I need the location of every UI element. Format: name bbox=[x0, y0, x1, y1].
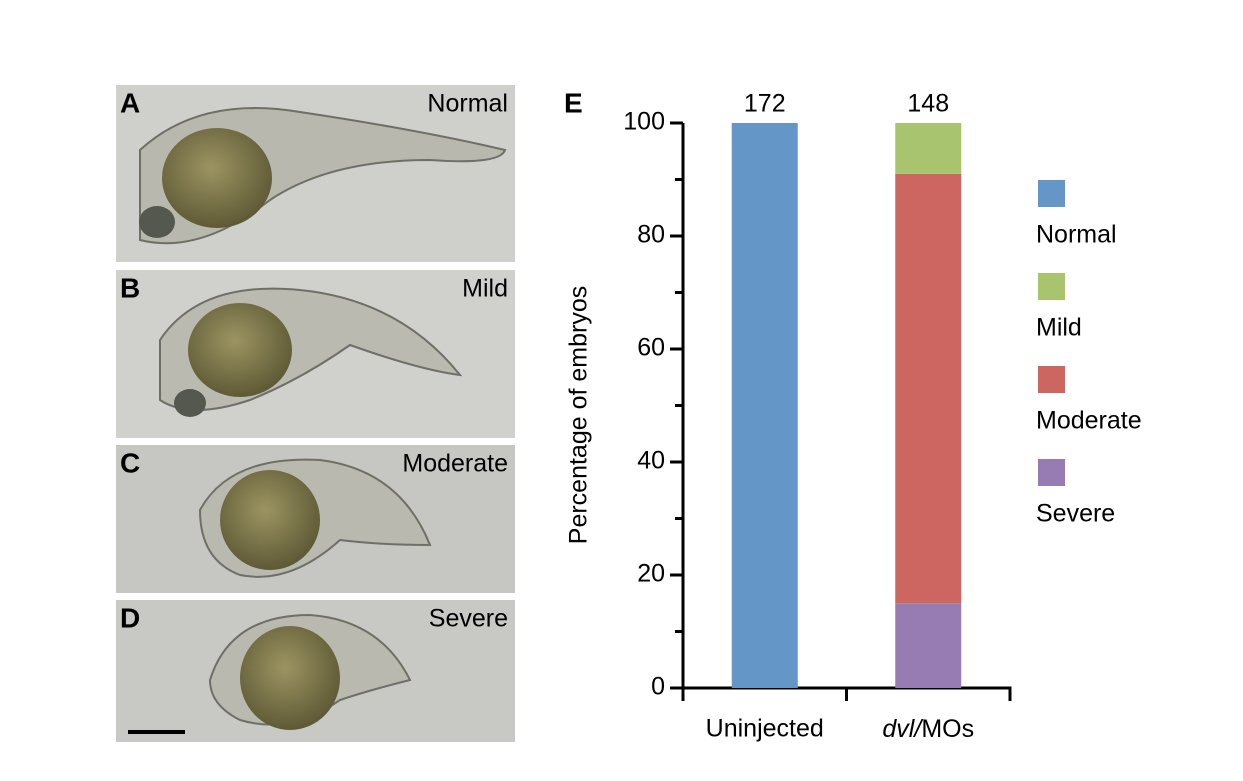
legend-label: Mild bbox=[1036, 314, 1082, 342]
y-axis-label: Percentage of embryos bbox=[565, 286, 593, 544]
y-tick-label: 100 bbox=[623, 108, 665, 136]
photo-b bbox=[116, 270, 515, 438]
legend-swatch bbox=[1038, 459, 1065, 486]
y-tick-label: 60 bbox=[637, 334, 665, 362]
x-tick-label: Uninjected bbox=[706, 715, 824, 743]
x-tick-label: dvl/MOs bbox=[882, 715, 974, 743]
panel-label: Severe bbox=[429, 605, 508, 633]
y-tick-label: 0 bbox=[651, 673, 665, 701]
panel-label: Normal bbox=[427, 90, 508, 118]
bar-segment bbox=[731, 123, 798, 688]
panel-label: Mild bbox=[462, 275, 508, 303]
legend-swatch bbox=[1038, 273, 1065, 300]
panel-letter: B bbox=[120, 272, 140, 303]
photo-panels bbox=[116, 85, 515, 742]
legend-label: Normal bbox=[1036, 221, 1117, 249]
panel-letter: E bbox=[564, 87, 583, 118]
legend-label: Severe bbox=[1036, 500, 1115, 528]
photo-c bbox=[116, 445, 515, 593]
photo-a bbox=[116, 85, 515, 262]
panel-letter: D bbox=[120, 602, 140, 633]
y-tick-label: 80 bbox=[637, 221, 665, 249]
photo-d bbox=[116, 600, 515, 742]
y-tick-label: 40 bbox=[637, 447, 665, 475]
total-label: 148 bbox=[907, 90, 949, 118]
x-tick-label-rest: MOs bbox=[921, 715, 974, 743]
total-label: 172 bbox=[744, 90, 786, 118]
bar-segment bbox=[895, 173, 962, 604]
legend-label: Moderate bbox=[1036, 407, 1142, 435]
y-tick-label: 20 bbox=[637, 560, 665, 588]
bar-segment bbox=[895, 603, 962, 688]
panel-letter: A bbox=[120, 87, 140, 118]
scale-bar bbox=[128, 730, 185, 734]
legend-swatch bbox=[1038, 366, 1065, 393]
legend-swatch bbox=[1038, 180, 1065, 207]
x-tick-label-italic: dvl/ bbox=[882, 715, 924, 743]
panel-label: Moderate bbox=[402, 450, 508, 478]
panel-letter: C bbox=[120, 447, 140, 478]
bar-segment bbox=[895, 123, 962, 174]
